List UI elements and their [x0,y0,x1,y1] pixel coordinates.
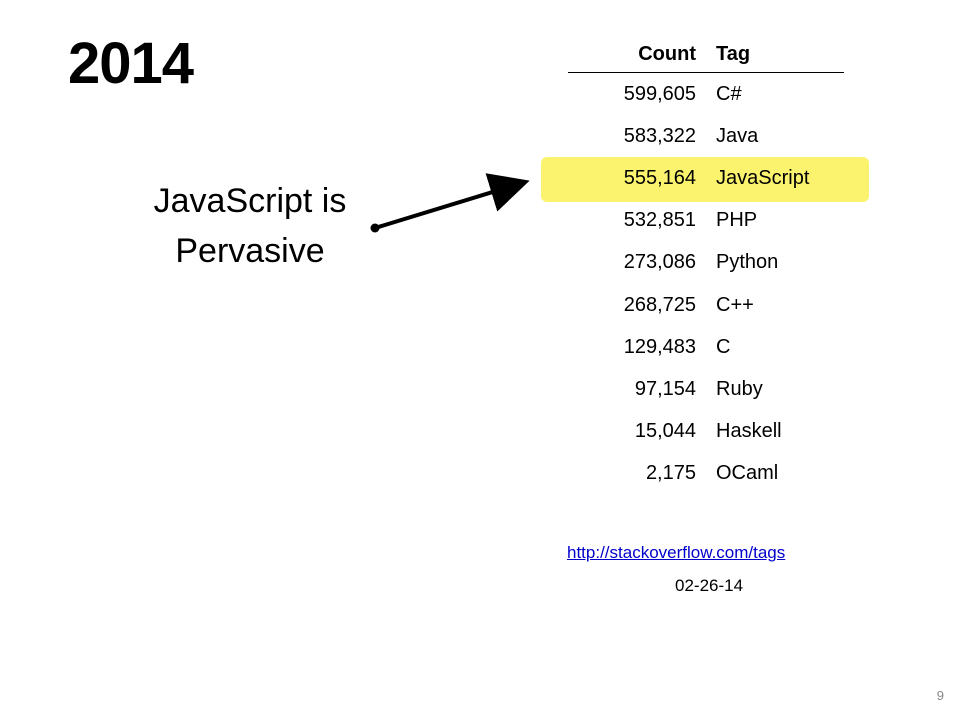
table-row: 583,322 Java [568,115,844,157]
table-row: 273,086 Python [568,242,844,284]
table-row: 599,605 C# [568,73,844,116]
callout-text: JavaScript is Pervasive [120,176,380,276]
arrow-line [374,173,530,230]
tag-column-header: Tag [708,36,844,73]
tag-cell: PHP [716,209,758,232]
count-cell: 599,605 [623,82,696,105]
count-cell: 2,175 [645,462,696,485]
tag-cell: Python [716,251,779,274]
source-date: 02-26-14 [675,576,744,595]
tag-cell: Ruby [716,377,763,400]
table-row: 15,044 Haskell [568,411,844,453]
count-cell: 583,322 [623,124,696,147]
table-row: 129,483 C [568,326,844,368]
tag-cell: Java [716,124,759,147]
slide-title: 2014 [68,31,194,96]
table-row: 97,154 Ruby [568,368,844,410]
count-cell: 532,851 [623,209,696,232]
javascript-row-highlight [541,157,869,202]
tag-table: Count Tag 599,605 C# 583,322 Java 555,16… [568,36,844,495]
tag-cell: C# [716,82,742,105]
tag-cell: C [716,335,731,358]
count-cell: 15,044 [634,420,696,443]
table-row: 268,725 C++ [568,284,844,326]
count-cell: 97,154 [634,377,696,400]
count-cell: 555,164 [623,166,696,189]
tag-cell: C++ [716,293,754,316]
count-column-header: Count [568,36,708,73]
tag-cell: JavaScript [716,166,810,189]
callout-line-1: JavaScript is [153,182,347,220]
table-row: 532,851 PHP [568,200,844,242]
count-cell: 268,725 [623,293,696,316]
count-cell: 129,483 [623,335,696,358]
source-link[interactable]: http://stackoverflow.com/tags [567,543,786,562]
table-row-highlighted: 555,164 JavaScript [568,157,844,199]
tag-cell: Haskell [716,420,782,443]
table-row: 2,175 OCaml [568,453,844,495]
callout-line-2: Pervasive [175,232,325,270]
count-cell: 273,086 [623,251,696,274]
page-number: 9 [936,688,944,703]
table-header-row: Count Tag [568,36,844,73]
tag-cell: OCaml [716,462,779,485]
